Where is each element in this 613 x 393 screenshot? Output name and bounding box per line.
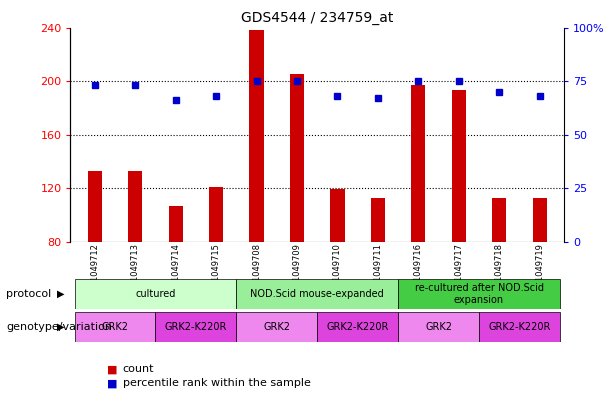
- Bar: [398, 279, 560, 309]
- Text: GRK2-K220R: GRK2-K220R: [165, 322, 227, 332]
- Text: ■: ■: [107, 364, 118, 375]
- Bar: [249, 30, 264, 242]
- Text: ■: ■: [107, 378, 118, 388]
- Bar: [290, 74, 304, 242]
- Text: GRK2: GRK2: [425, 322, 452, 332]
- Bar: [209, 187, 223, 242]
- Text: percentile rank within the sample: percentile rank within the sample: [123, 378, 310, 388]
- Bar: [88, 171, 102, 242]
- Text: genotype/variation: genotype/variation: [6, 322, 112, 332]
- Bar: [237, 279, 398, 309]
- Bar: [156, 312, 237, 342]
- Bar: [128, 171, 142, 242]
- Text: NOD.Scid mouse-expanded: NOD.Scid mouse-expanded: [250, 289, 384, 299]
- Bar: [330, 189, 345, 242]
- Bar: [479, 312, 560, 342]
- Bar: [75, 279, 237, 309]
- Text: re-cultured after NOD.Scid
expansion: re-cultured after NOD.Scid expansion: [414, 283, 544, 305]
- Bar: [411, 85, 425, 242]
- Text: count: count: [123, 364, 154, 375]
- Text: GRK2: GRK2: [263, 322, 291, 332]
- Bar: [169, 206, 183, 242]
- Text: cultured: cultured: [135, 289, 175, 299]
- Text: ▶: ▶: [57, 322, 64, 332]
- Text: GRK2-K220R: GRK2-K220R: [327, 322, 389, 332]
- Text: protocol: protocol: [6, 289, 51, 299]
- Bar: [371, 198, 385, 242]
- Text: ▶: ▶: [57, 289, 64, 299]
- Text: GRK2-K220R: GRK2-K220R: [489, 322, 550, 332]
- Bar: [452, 90, 466, 242]
- Bar: [533, 198, 547, 242]
- Bar: [492, 198, 506, 242]
- Bar: [318, 312, 398, 342]
- Title: GDS4544 / 234759_at: GDS4544 / 234759_at: [241, 11, 394, 25]
- Bar: [75, 312, 156, 342]
- Bar: [398, 312, 479, 342]
- Text: GRK2: GRK2: [102, 322, 129, 332]
- Bar: [237, 312, 318, 342]
